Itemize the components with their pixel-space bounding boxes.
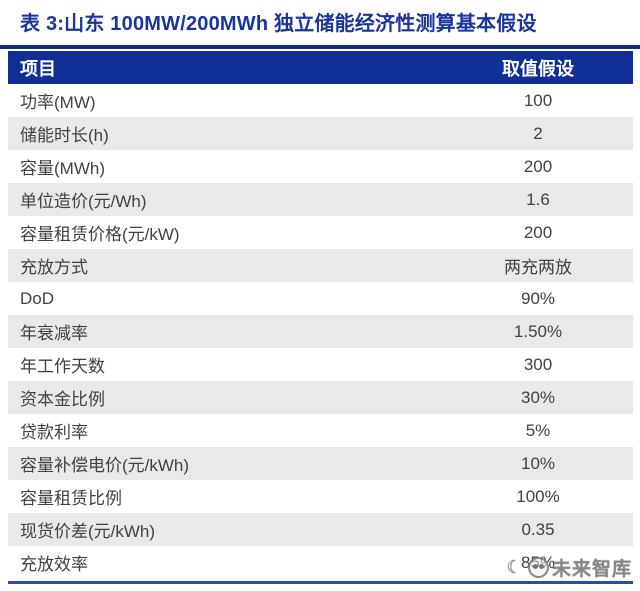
- table-row: 容量(MWh) 200: [8, 150, 633, 183]
- table-row: 容量补偿电价(元/kWh) 10%: [8, 447, 633, 480]
- table-row: 功率(MW) 100: [8, 84, 633, 117]
- assumptions-table: 项目 取值假设 功率(MW) 100 储能时长(h) 2 容量(MWh) 200…: [8, 51, 633, 579]
- table-row: 资本金比例 30%: [8, 381, 633, 414]
- row-label: 容量租赁价格(元/kW): [20, 225, 180, 244]
- table-header-row: 项目 取值假设: [8, 51, 633, 84]
- row-label: 储能时长(h): [20, 126, 109, 145]
- table-row: 充放方式 两充两放: [8, 249, 633, 282]
- table-row: 容量租赁价格(元/kW) 200: [8, 216, 633, 249]
- table-row: 贷款利率 5%: [8, 414, 633, 447]
- row-value: 200: [523, 222, 553, 242]
- table-row: 容量租赁比例 100%: [8, 480, 633, 513]
- row-value: 300: [523, 354, 553, 374]
- table-row: 年工作天数 300: [8, 348, 633, 381]
- row-label: 贷款利率: [20, 423, 88, 442]
- row-label: 年工作天数: [20, 357, 105, 376]
- row-value: 两充两放: [504, 258, 572, 277]
- row-label: 现货价差(元/kWh): [20, 522, 156, 541]
- row-label: 充放效率: [20, 555, 88, 574]
- row-value: 200: [523, 156, 553, 176]
- row-label: 年衰减率: [20, 324, 88, 343]
- row-value: 5%: [525, 420, 551, 440]
- row-label: 充放方式: [20, 258, 88, 277]
- row-value: 2: [533, 123, 543, 143]
- row-label: 容量租赁比例: [20, 489, 122, 508]
- table-row: 充放效率 85%: [8, 546, 633, 579]
- header-cell-value: 取值假设: [502, 58, 574, 79]
- row-value: 1.6: [526, 189, 550, 209]
- row-label: 容量(MWh): [20, 159, 105, 178]
- row-label: 功率(MW): [20, 93, 96, 112]
- table-row: 单位造价(元/Wh) 1.6: [8, 183, 633, 216]
- table-row: 现货价差(元/kWh) 0.35: [8, 513, 633, 546]
- row-label: 容量补偿电价(元/kWh): [20, 456, 190, 475]
- table-row: 年衰减率 1.50%: [8, 315, 633, 348]
- table-row: DoD 90%: [8, 282, 633, 315]
- header-cell-item: 项目: [20, 58, 56, 79]
- row-value: 1.50%: [513, 321, 563, 341]
- row-label: 单位造价(元/Wh): [20, 192, 147, 211]
- title-rule-divider: [0, 45, 640, 49]
- row-value: 85%: [520, 552, 556, 572]
- row-value: 100: [523, 90, 553, 110]
- table-bottom-border: [8, 581, 633, 584]
- row-value: 30%: [520, 387, 556, 407]
- row-label: 资本金比例: [20, 390, 105, 409]
- row-value: 100%: [516, 486, 560, 506]
- table-title: 表 3:山东 100MW/200MWh 独立储能经济性测算基本假设: [20, 13, 537, 35]
- row-value: 10%: [520, 453, 556, 473]
- row-label: DoD: [20, 288, 55, 308]
- row-value: 0.35: [521, 519, 555, 539]
- table-row: 储能时长(h) 2: [8, 117, 633, 150]
- row-value: 90%: [520, 288, 556, 308]
